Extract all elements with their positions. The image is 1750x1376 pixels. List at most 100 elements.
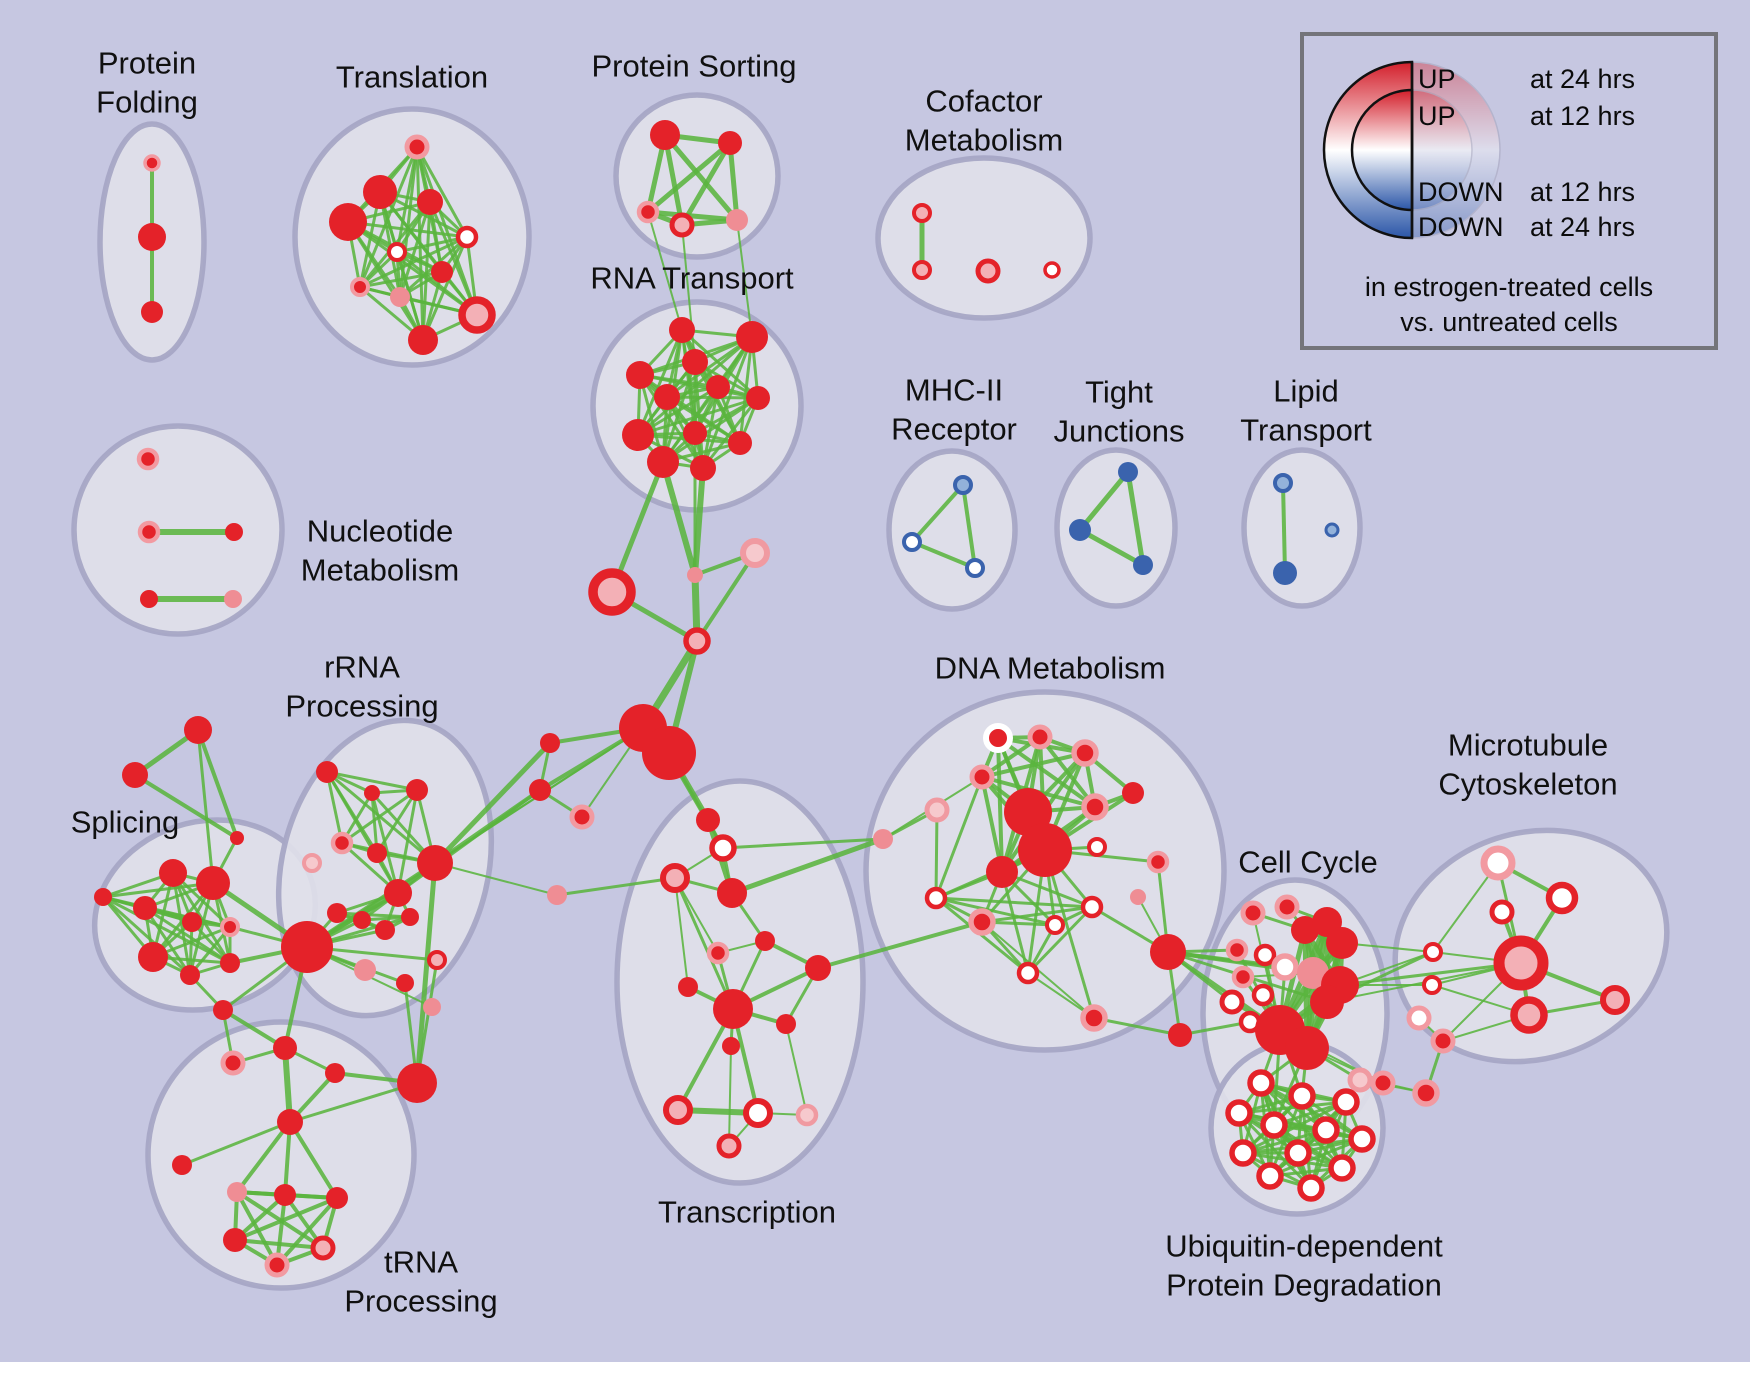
network-edge [101,881,215,899]
legend-up-12-label: UP [1418,101,1456,131]
network-node [718,131,742,155]
network-node [1489,899,1515,925]
network-node [795,1103,819,1127]
network-edge [736,219,753,338]
network-node [302,853,322,873]
network-edge [1026,905,1094,975]
network-node [755,931,775,951]
network-node [1310,985,1344,1019]
cluster-label-trna-processing: tRNA [384,1245,458,1280]
legend-up-12-time: at 12 hrs [1530,101,1636,131]
network-node [273,1036,297,1060]
network-node [390,287,410,307]
network-node [683,627,711,655]
network-node [682,349,708,375]
network-edge [396,788,419,895]
network-node [709,834,737,862]
network-edge [415,145,479,317]
network-node [180,965,200,985]
network-node [1133,555,1153,575]
network-edge [414,860,438,1086]
network-node [404,134,430,160]
network-node [636,200,660,224]
network-node [196,866,230,900]
network-edge [101,895,232,929]
network-node [726,209,748,231]
network-node [1045,915,1065,935]
network-edge [980,775,1004,874]
network-node [94,888,112,906]
network-node [706,941,730,965]
cluster-label-rrna-processing: Processing [285,689,438,724]
network-edge [370,791,379,855]
network-edge [180,1120,292,1167]
network-edge [1432,862,1499,953]
network-node [776,1014,796,1034]
network-node [1430,1028,1456,1054]
network-node [367,843,387,863]
network-node [706,375,730,399]
network-node [387,242,407,262]
network-edge [996,736,1004,874]
network-node [138,942,168,972]
network-edge [434,862,558,896]
cluster-label-cofactor-metabolism: Metabolism [905,123,1064,158]
network-edge [679,140,733,228]
network-edge [701,335,754,470]
network-node [1510,996,1548,1034]
network-edge [934,896,1094,909]
network-edge [673,876,735,1011]
network-node [1071,739,1099,767]
cluster-label-lipid-transport: Lipid [1273,374,1339,409]
network-edge [415,958,439,1085]
network-node [1118,462,1138,482]
cluster-label-translation: Translation [336,60,488,95]
network-node [1122,782,1144,804]
network-edge [143,906,232,965]
network-edge [1092,1016,1182,1037]
network-edge [728,1045,732,1147]
network-node [1288,1082,1316,1110]
network-node [1370,1070,1396,1096]
network-node [1291,916,1319,944]
network-node [1130,889,1146,905]
network-node [924,886,948,910]
network-node [397,1063,437,1103]
network-node [687,567,703,583]
network-edge [432,740,553,866]
network-edge [375,788,419,855]
network-node [122,762,148,788]
network-node [1284,1139,1312,1167]
network-node [1406,1005,1432,1031]
cluster-label-cofactor-metabolism: Cofactor [925,84,1042,119]
network-edge [415,145,469,239]
network-node [1225,1099,1253,1127]
network-edge [910,483,965,544]
cluster-label-dna-metabolism: DNA Metabolism [935,651,1166,686]
network-node [384,879,412,907]
network-node [1256,1162,1284,1190]
network-node [969,764,995,790]
network-node [912,203,932,223]
network-node [529,779,551,801]
network-edge [674,877,689,988]
network-node [1027,724,1053,750]
network-node [329,203,367,241]
network-node [417,189,443,215]
network-node [1273,473,1293,493]
network-node [1271,953,1299,981]
network-node [1080,895,1104,919]
network-node [1312,1116,1340,1144]
network-node [647,446,679,478]
network-node [396,974,414,992]
network-node [431,261,453,283]
cluster-shape-mhc-ii-receptor [886,448,1018,612]
network-node [220,917,240,937]
network-node [1348,1125,1376,1153]
network-edge [661,396,760,464]
network-node [678,977,698,997]
network-node [722,1037,740,1055]
network-node [669,317,695,343]
network-node [912,260,932,280]
cluster-label-rna-transport: RNA Transport [590,261,794,296]
